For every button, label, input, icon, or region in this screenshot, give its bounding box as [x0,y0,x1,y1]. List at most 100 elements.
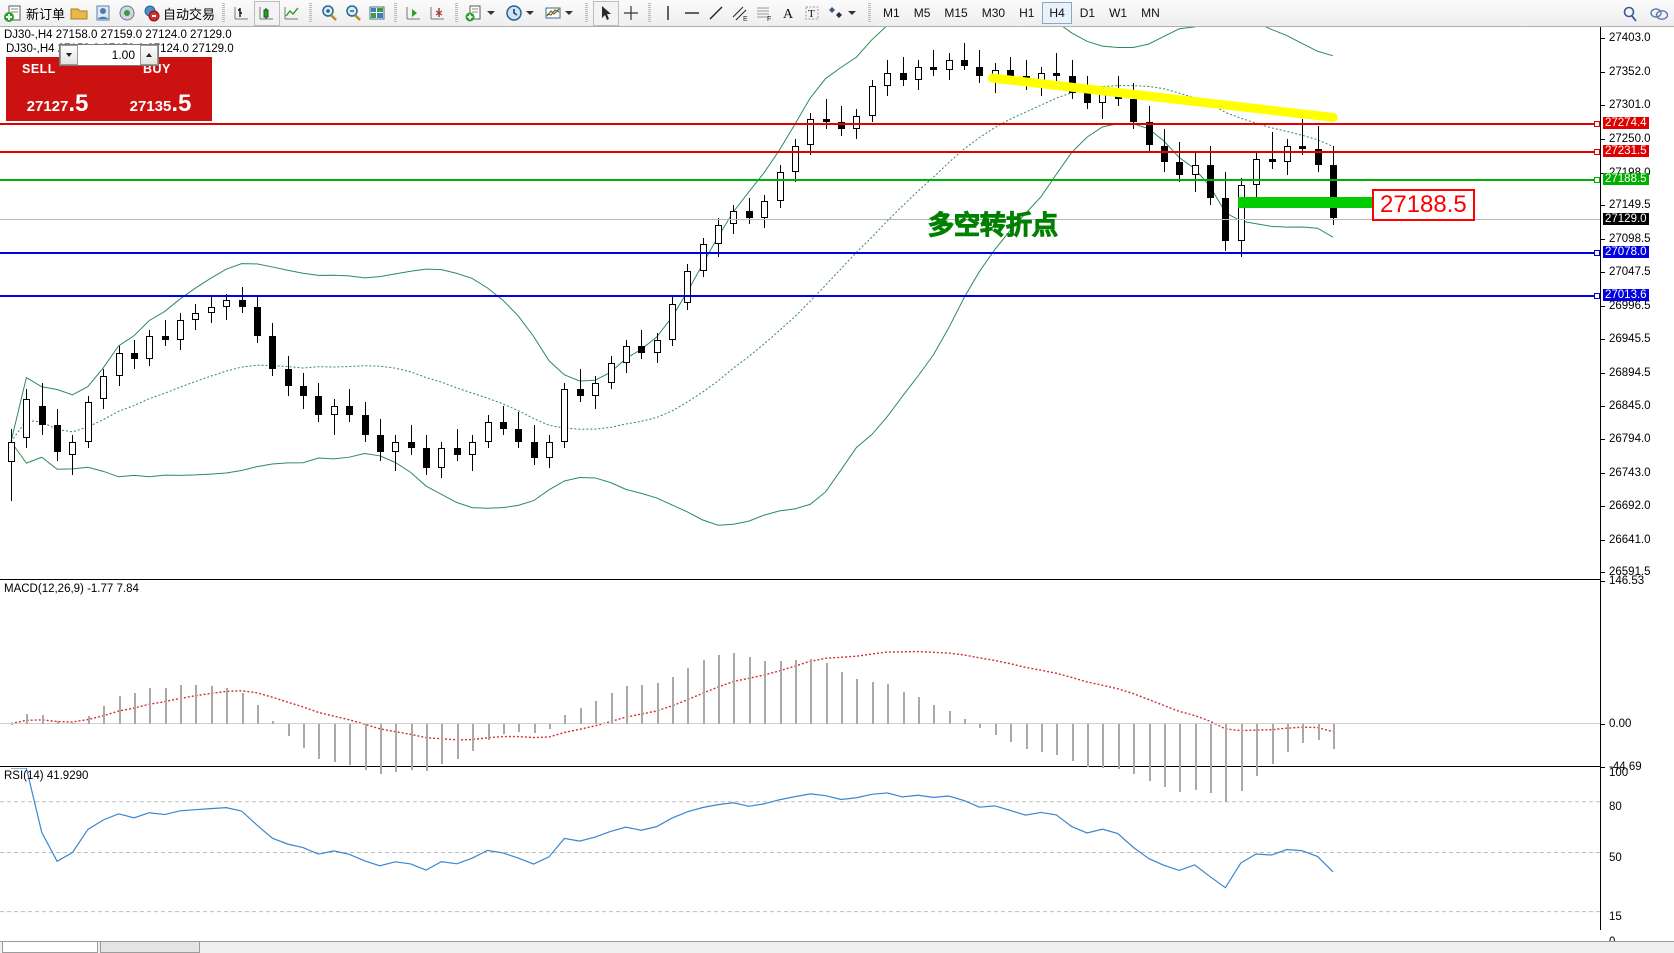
price-tick [1601,305,1605,307]
new-order-button[interactable]: 新订单 [2,1,67,26]
buy-price-integer: 27135 [129,98,172,115]
price-badge-last-price[interactable]: 27129.0 [1603,212,1649,225]
price-axis[interactable]: 27403.027352.027301.027250.027198.027149… [1600,27,1674,948]
macd-histogram-bar [487,723,490,741]
signals-button[interactable] [115,1,139,26]
candle-body [407,441,415,449]
macd-histogram-bar [1194,723,1197,790]
green-support-block-annotation[interactable] [1238,197,1375,208]
svg-text:F: F [767,16,771,23]
trendline-button[interactable] [704,1,728,26]
rsi-pane[interactable]: RSI(14) 41.9290 [0,768,1600,937]
chart-tab-1[interactable] [2,942,98,953]
tile-windows-button[interactable] [365,1,389,26]
candle-wick [395,435,397,472]
data-window-button[interactable] [402,1,426,26]
macd-histogram-bar [610,692,613,724]
vertical-line-button[interactable] [656,1,680,26]
timeframe-mn[interactable]: MN [1141,6,1160,20]
price-badge-pivot-line[interactable]: 27188.5 [1603,173,1649,186]
zoom-out-button[interactable] [341,1,365,26]
price-tick-label: 27301.0 [1609,99,1651,112]
folder-button[interactable] [67,1,91,26]
autotrade-button[interactable]: 自动交易 [139,1,217,26]
timeframe-h4[interactable]: H4 [1042,2,1072,24]
zoom-in-button[interactable] [317,1,341,26]
chevron-down-icon[interactable] [487,11,496,15]
timeframe-m1[interactable]: M1 [883,6,900,20]
level-handle[interactable] [1594,177,1600,184]
shapes-button[interactable] [824,1,863,26]
resistance-line[interactable] [0,122,1600,125]
objects-button[interactable] [541,1,580,26]
price-badge-resistance-line[interactable]: 27274.4 [1603,116,1649,129]
text-button[interactable]: A [776,1,800,26]
volume-dropdown-button[interactable] [60,45,78,65]
fibonacci-button[interactable]: F [752,1,776,26]
horizontal-line-button[interactable] [680,1,704,26]
timeframe-m15[interactable]: M15 [944,6,968,20]
level-handle[interactable] [1594,292,1600,299]
timeframe-m30[interactable]: M30 [981,6,1006,20]
candle-body [146,336,154,360]
pivot-line[interactable] [0,179,1600,182]
one-click-trading-panel[interactable]: DJ30-,H4 27158.0 27159.0 27124.0 27129.0… [6,43,234,121]
crosshair-button[interactable] [619,1,643,26]
search-icon[interactable] [1620,4,1640,24]
chevron-down-icon[interactable] [565,11,574,15]
level-handle[interactable] [1594,149,1600,156]
candle-body [638,346,646,353]
indicators-button[interactable] [426,1,450,26]
cursor-button[interactable] [593,0,620,26]
candlestick [177,27,185,580]
macd-pane[interactable]: MACD(12,26,9) -1.77 7.84 [0,581,1600,802]
chevron-down-icon[interactable] [526,11,535,15]
level-handle[interactable] [1594,250,1600,257]
price-badge-support-line[interactable]: 27013.6 [1603,288,1649,301]
candlestick [330,27,338,580]
level-handle[interactable] [1594,120,1600,127]
support-line[interactable] [0,294,1600,297]
candle-body [791,145,799,172]
new-order-label: 新订单 [26,6,66,22]
templates-button[interactable] [463,1,502,26]
toolbar-separator [868,3,872,23]
price-tick [1601,539,1605,541]
timeframe-m5[interactable]: M5 [913,6,931,20]
candle-wick [933,50,935,77]
candlestick [976,27,984,580]
candle-wick [502,405,504,436]
price-pane[interactable]: DJ30-,H4 27158.0 27159.0 27124.0 27129.0… [0,27,1600,580]
chevron-down-icon[interactable] [848,11,857,15]
price-callout-label[interactable]: 27188.5 [1372,189,1475,221]
chart-tab-strip[interactable] [0,941,1674,953]
chart-tab-2[interactable] [100,942,200,953]
candlestick [484,27,492,580]
chat-icon[interactable] [1648,4,1669,24]
price-badge-support-line[interactable]: 27078.0 [1603,246,1649,259]
chinese-annotation-text[interactable]: 多空转折点 [927,210,1059,241]
volume-stepper-up[interactable] [140,45,158,65]
buy-button[interactable]: BUY 27135.5 [109,57,212,121]
timeframe-h1[interactable]: H1 [1019,6,1035,20]
candlestick-chart-button[interactable] [254,0,281,26]
profile-button[interactable] [91,1,115,26]
sell-button[interactable]: SELL 27127.5 [6,57,109,121]
tile-windows-icon [367,3,387,23]
equidistant-channel-button[interactable]: E [728,1,752,26]
candle-wick [1056,53,1058,83]
bar-chart-button[interactable] [230,1,254,26]
timeframe-d1[interactable]: D1 [1079,6,1096,20]
resistance-line[interactable] [0,151,1600,154]
price-badge-resistance-line[interactable]: 27231.5 [1603,145,1649,158]
support-line[interactable] [0,252,1600,255]
period-button[interactable] [502,1,541,26]
candlestick [1176,27,1184,580]
price-tick [1601,272,1605,274]
timeframe-w1[interactable]: W1 [1109,6,1128,20]
chart-canvas-area[interactable]: DJ30-,H4 27158.0 27159.0 27124.0 27129.0… [0,27,1674,937]
macd-histogram-bar [1256,723,1259,776]
line-chart-button[interactable] [280,1,304,26]
text-label-button[interactable]: T [800,1,824,26]
volume-input[interactable]: 1.00 [59,44,159,66]
